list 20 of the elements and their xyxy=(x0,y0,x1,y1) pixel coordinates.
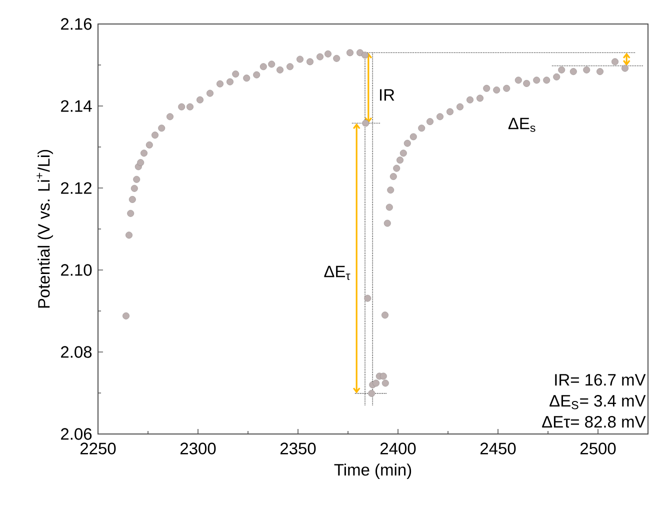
y-axis-title: Potential (V vs. Li$^{+}$/Li) xyxy=(36,150,53,308)
x-tick-label: 2350 xyxy=(280,442,316,454)
x-tick-label: 2400 xyxy=(380,442,416,454)
y-tick-label: 2.06 xyxy=(61,428,92,440)
y-tick-label: 2.14 xyxy=(61,100,92,112)
y-tick-label: 2.08 xyxy=(61,346,92,358)
x-tick-label: 2500 xyxy=(580,442,616,454)
x-tick-label: 2450 xyxy=(480,442,516,454)
x-axis-title: Time (min) xyxy=(334,464,412,479)
y-tick-label: 2.16 xyxy=(61,18,92,30)
annotation: ΔE$_{τ}$ xyxy=(324,266,350,280)
annotation: ΔEτ= 82.8 mV xyxy=(542,416,646,428)
annotation: IR= 16.7 mV xyxy=(555,374,646,386)
annotation: IR xyxy=(380,89,394,101)
annotation: ΔE$_{S}$= 3.4 mV xyxy=(550,395,646,410)
x-tick-label: 2300 xyxy=(180,442,216,454)
x-tick-label: 2250 xyxy=(80,442,116,454)
y-tick-label: 2.10 xyxy=(61,264,92,276)
y-tick-label: 2.12 xyxy=(61,182,92,194)
annotation: ΔE$_{s}$ xyxy=(508,118,536,132)
